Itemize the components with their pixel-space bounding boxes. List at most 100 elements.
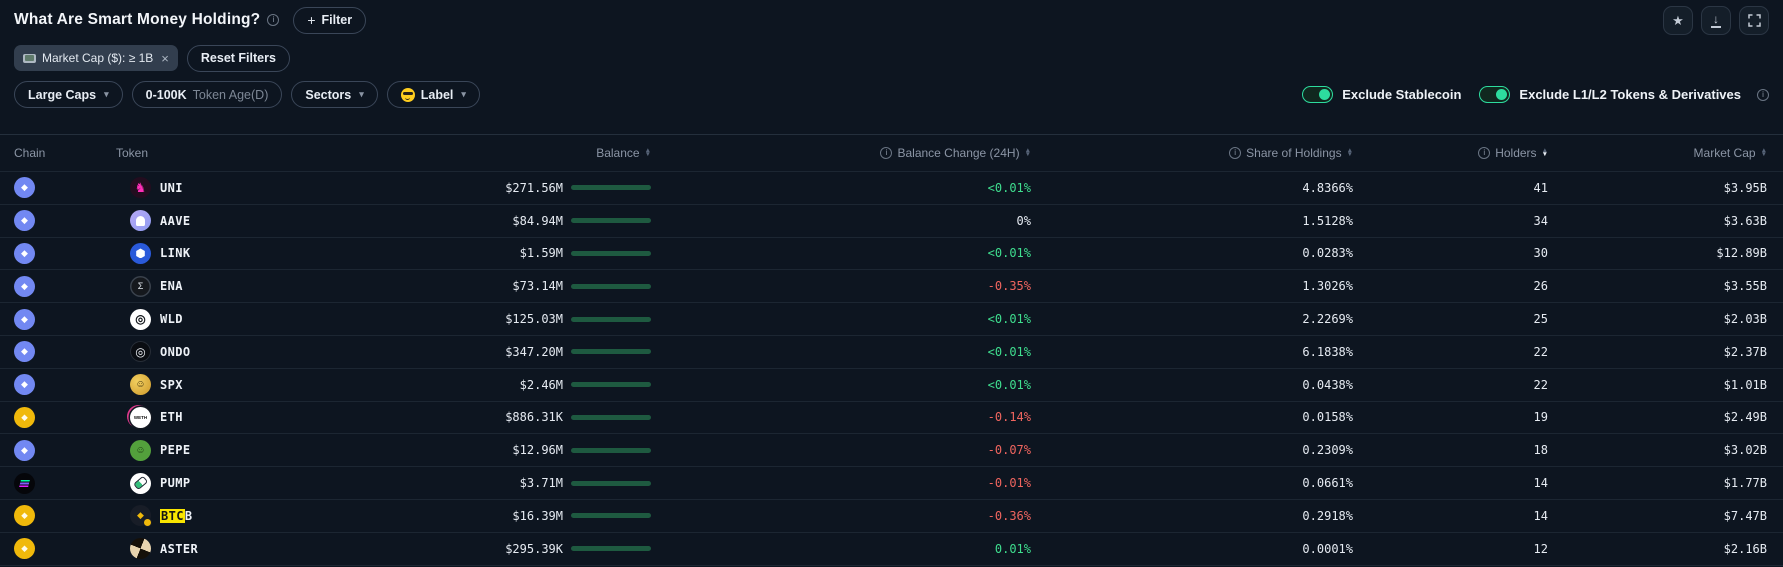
sectors-dropdown[interactable]: Sectors ▾ xyxy=(291,81,378,108)
table-row[interactable]: ◆ WETH ETH $886.31K -0.14% 0.0158% 19 $2.49B xyxy=(0,400,1783,434)
balance-change-cell: -0.01% xyxy=(987,476,1031,491)
table-body: ◆ ♞ UNI $271.56M <0.01% 4.8366% 41 $3.95B ◆ AAVE $… xyxy=(0,171,1783,566)
pump-token-icon xyxy=(130,472,151,494)
solana-chain-icon xyxy=(14,472,35,494)
sort-up-icon: ▲ xyxy=(644,146,651,154)
ondo-token-icon: ◎ xyxy=(130,341,151,363)
token-cell[interactable]: WETH ETH xyxy=(116,406,490,428)
sort-arrows-icon[interactable]: ▲ ▼ xyxy=(1761,147,1767,158)
uni-token-icon: ♞ xyxy=(130,177,151,199)
reset-filters-button[interactable]: Reset Filters xyxy=(186,44,290,72)
spx-token-icon: ☺ xyxy=(130,374,151,396)
exclude-l1l2-toggle[interactable]: Exclude L1/L2 Tokens & Derivatives xyxy=(1479,86,1769,103)
balance-cell: $16.39M xyxy=(490,509,651,523)
table-row[interactable]: ◆ ☺ PEPE $12.96M -0.07% 0.2309% 18 $3.02B xyxy=(0,433,1783,466)
table-row[interactable]: ◆ Σ ENA $73.14M -0.35% 1.3026% 26 $3.55B xyxy=(0,269,1783,302)
toggle-on-icon[interactable] xyxy=(1302,86,1334,103)
table-row[interactable]: ◆ ◆ BTCB $16.39M -0.36% 0.2918% 14 $7.47B xyxy=(0,498,1783,532)
token-cell[interactable]: LINK xyxy=(116,242,490,264)
token-age-dropdown[interactable]: 0-100K Token Age(D) xyxy=(131,81,283,108)
token-cell[interactable]: ♞ UNI xyxy=(116,177,490,199)
column-header-balance-change-24h-[interactable]: Balance Change (24H) ▲▼ xyxy=(651,146,1031,160)
token-cell[interactable]: ☺ PEPE xyxy=(116,439,490,461)
column-info-icon xyxy=(1478,147,1491,159)
balance-change-cell: <0.01% xyxy=(987,377,1031,392)
sort-arrows-icon[interactable]: ▲ ▼ xyxy=(1542,147,1548,158)
token-cell[interactable]: ☺ SPX xyxy=(116,374,490,396)
market-cap-cell: $3.95B xyxy=(1723,180,1767,195)
sort-arrows-icon[interactable]: ▲ ▼ xyxy=(644,146,651,158)
table-row[interactable]: ◆ ◎ WLD $125.03M <0.01% 2.2269% 25 $2.03B xyxy=(0,302,1783,335)
balance-cell: $1.59M xyxy=(490,246,651,260)
chip-close-icon[interactable]: × xyxy=(161,50,169,66)
add-filter-button[interactable]: + Filter xyxy=(293,6,367,34)
market-cap-cell: $1.01B xyxy=(1723,377,1767,392)
market-cap-cell: $2.49B xyxy=(1723,410,1767,425)
token-cell[interactable]: ◎ ONDO xyxy=(116,341,490,363)
chain-cell xyxy=(0,472,116,494)
size-dropdown[interactable]: Large Caps ▾ xyxy=(14,81,123,108)
token-symbol: BTCB xyxy=(160,508,193,523)
sectors-dropdown-value: Sectors xyxy=(305,87,352,102)
market-cap-cell: $2.37B xyxy=(1723,344,1767,359)
column-header-chain[interactable]: Chain xyxy=(0,146,116,160)
table-row[interactable]: PUMP $3.71M -0.01% 0.0661% 14 $1.77B xyxy=(0,466,1783,499)
share-of-holdings-cell: 0.0438% xyxy=(1302,377,1353,392)
market-cap-cell: $1.77B xyxy=(1723,476,1767,491)
ethereum-chain-icon: ◆ xyxy=(14,275,35,297)
sort-arrows-icon[interactable]: ▲ ▼ xyxy=(1024,147,1031,158)
label-dropdown[interactable]: Label ▾ xyxy=(386,81,480,108)
token-cell[interactable]: PUMP xyxy=(116,472,490,494)
balance-cell: $2.46M xyxy=(490,378,651,392)
token-cell[interactable]: ASTER xyxy=(116,538,490,560)
token-cell[interactable]: ◆ BTCB xyxy=(116,505,490,528)
share-of-holdings-cell: 0.0001% xyxy=(1302,541,1353,556)
star-icon: ★ xyxy=(1672,12,1684,28)
table-row[interactable]: ◆ ◎ ONDO $347.20M <0.01% 6.1838% 22 $2.37B xyxy=(0,334,1783,368)
column-header-holders[interactable]: Holders ▲▼ xyxy=(1353,146,1548,160)
holders-cell: 22 xyxy=(1533,377,1548,392)
download-button[interactable]: ↓ xyxy=(1701,5,1731,35)
column-header-share-of-holdings[interactable]: Share of Holdings ▲▼ xyxy=(1031,146,1353,160)
search-highlight: BTC xyxy=(160,508,185,523)
share-of-holdings-cell: 1.3026% xyxy=(1302,279,1353,294)
column-label: Chain xyxy=(14,146,46,160)
fullscreen-button[interactable] xyxy=(1739,5,1769,35)
balance-value: $3.71M xyxy=(519,476,563,491)
balance-bar xyxy=(571,218,651,224)
column-header-token[interactable]: Token xyxy=(116,146,490,160)
holders-cell: 14 xyxy=(1533,508,1548,523)
table-row[interactable]: ◆ AAVE $84.94M 0% 1.5128% 34 $3.63B xyxy=(0,203,1783,237)
table-row[interactable]: ◆ LINK $1.59M <0.01% 0.0283% 30 $12.89B xyxy=(0,236,1783,270)
exclude-stablecoin-toggle[interactable]: Exclude Stablecoin xyxy=(1302,86,1461,103)
token-cell[interactable]: Σ ENA xyxy=(116,275,490,297)
market-cap-filter-chip[interactable]: Market Cap ($): ≥ 1B × xyxy=(14,45,178,71)
filters-row: Large Caps ▾ 0-100K Token Age(D) Sectors… xyxy=(14,81,1769,108)
token-cell[interactable]: ◎ WLD xyxy=(116,308,490,330)
sort-down-icon: ▼ xyxy=(1024,151,1031,158)
holders-cell: 41 xyxy=(1533,180,1548,195)
balance-value: $2.46M xyxy=(519,377,563,392)
table-row[interactable]: ◆ ASTER $295.39K 0.01% 0.0001% 12 $2.16B xyxy=(0,531,1783,565)
column-header-balance[interactable]: Balance ▲ ▼ xyxy=(490,146,651,160)
balance-bar xyxy=(571,447,651,453)
favorite-button[interactable]: ★ xyxy=(1663,5,1693,35)
token-symbol: WLD xyxy=(160,312,183,327)
balance-change-cell: <0.01% xyxy=(987,246,1031,261)
table-row[interactable]: ◆ ☺ SPX $2.46M <0.01% 0.0438% 22 $1.01B xyxy=(0,367,1783,401)
l1l2-info-icon[interactable] xyxy=(1757,88,1769,101)
label-dropdown-value: Label xyxy=(420,87,454,102)
chain-cell: ◆ xyxy=(0,439,116,461)
sort-arrows-icon[interactable]: ▲ ▼ xyxy=(1347,147,1353,158)
market-cap-cell: $3.55B xyxy=(1723,279,1767,294)
balance-cell: $73.14M xyxy=(490,279,651,293)
column-header-market-cap[interactable]: Market Cap ▲ ▼ xyxy=(1548,146,1783,160)
holders-cell: 22 xyxy=(1533,344,1548,359)
token-age-value: 0-100K xyxy=(145,87,187,102)
table-row[interactable]: ◆ ♞ UNI $271.56M <0.01% 4.8366% 41 $3.95B xyxy=(0,171,1783,204)
token-symbol: ASTER xyxy=(160,541,199,556)
token-cell[interactable]: AAVE xyxy=(116,210,490,232)
toggle-on-icon[interactable] xyxy=(1479,86,1511,103)
eth-token-icon: WETH xyxy=(130,406,151,428)
title-info-icon[interactable] xyxy=(267,14,280,26)
